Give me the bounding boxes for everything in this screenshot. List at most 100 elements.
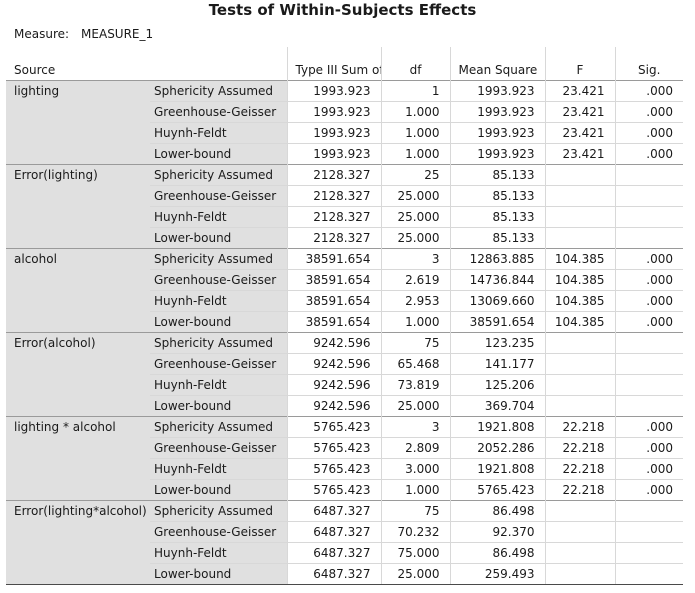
value-cell: 2128.327 [286,164,381,186]
value-cell: .000 [614,416,683,438]
table-row: Huynh-Feldt 1993.923 1.000 1993.923 23.421.0… [6,122,683,144]
source-cell: alcohol [6,248,150,333]
row-label: Lower-bound [150,479,287,501]
table-row: Lower-bound 38591.654 1.000 38591.654 104.38… [6,311,683,333]
value-cell: 2128.327 [286,227,381,249]
row-label: Huynh-Feldt [150,542,287,564]
value-cell: 75 [380,332,450,354]
table-title: Tests of Within-Subjects Effects [208,1,477,19]
value-cell: 9242.596 [286,395,381,417]
value-cell: .000 [614,479,683,501]
results-table: Source Type III Sum of SquaresdfMean Squa… [6,47,683,585]
value-cell: .000 [614,269,683,291]
value-cell: 259.493 [449,563,545,585]
row-label: Greenhouse-Geisser [150,101,287,123]
value-cell: 23.421 [544,143,615,165]
value-cell: 1993.923 [449,122,545,144]
empty-cell [614,227,683,249]
value-cell: 3.000 [380,458,450,480]
value-cell: 92.370 [449,521,545,543]
empty-cell [544,185,615,207]
value-cell: 70.232 [380,521,450,543]
value-cell: 1 [380,80,450,102]
row-label: Huynh-Feldt [150,458,287,480]
value-cell: 85.133 [449,227,545,249]
value-cell: 1.000 [380,122,450,144]
value-cell: 38591.654 [286,290,381,312]
value-cell: 3 [380,416,450,438]
value-cell: 1.000 [380,143,450,165]
value-cell: .000 [614,248,683,270]
table-row: lighting Sphericity Assumed 1993.923 1 1993.… [6,80,683,165]
empty-cell [614,374,683,396]
empty-cell [614,332,683,354]
row-label: Sphericity Assumed [150,80,287,102]
header-row: Source Type III Sum of SquaresdfMean Squa… [6,47,683,81]
table-row: Error(lighting) Sphericity Assumed 2128.32… [6,164,683,249]
value-cell: 22.218 [544,437,615,459]
row-label: Lower-bound [150,311,287,333]
value-cell: 1993.923 [286,101,381,123]
value-cell: 5765.423 [286,437,381,459]
table-row: Huynh-Feldt 2128.327 25.000 85.133 [6,206,683,228]
value-cell: .000 [614,143,683,165]
empty-cell [614,164,683,186]
value-cell: 2128.327 [286,206,381,228]
value-cell: .000 [614,311,683,333]
value-cell: 2.953 [380,290,450,312]
empty-cell [614,185,683,207]
empty-cell [544,563,615,585]
row-label: Sphericity Assumed [150,332,287,354]
value-cell: 73.819 [380,374,450,396]
row-label: Sphericity Assumed [150,500,287,522]
value-cell: 86.498 [449,542,545,564]
row-label: Sphericity Assumed [150,164,287,186]
value-cell: .000 [614,80,683,102]
value-cell: 1993.923 [449,101,545,123]
value-cell: 104.385 [544,311,615,333]
value-cell: 25.000 [380,563,450,585]
value-cell: 1993.923 [449,80,545,102]
column-header: Mean Square [449,47,545,81]
value-cell: 25 [380,164,450,186]
value-cell: 3 [380,248,450,270]
row-label: Greenhouse-Geisser [150,437,287,459]
value-cell: 1993.923 [286,143,381,165]
value-cell: 104.385 [544,269,615,291]
value-cell: 14736.844 [449,269,545,291]
value-cell: 23.421 [544,101,615,123]
table-row: Greenhouse-Geisser 6487.327 70.232 92.370 [6,521,683,543]
row-label: Lower-bound [150,143,287,165]
value-cell: .000 [614,290,683,312]
empty-cell [614,353,683,375]
value-cell: 104.385 [544,290,615,312]
empty-cell [544,353,615,375]
value-cell: 123.235 [449,332,545,354]
value-cell: 38591.654 [286,248,381,270]
value-cell: 75 [380,500,450,522]
value-cell: 5765.423 [449,479,545,501]
value-cell: .000 [614,101,683,123]
row-label: Sphericity Assumed [150,416,287,438]
source-cell: Error(lighting*alcohol) [6,500,150,585]
value-cell: .000 [614,122,683,144]
empty-cell [544,395,615,417]
value-cell: 25.000 [380,206,450,228]
table-row: Huynh-Feldt 9242.596 73.819 125.206 [6,374,683,396]
value-cell: 104.385 [544,248,615,270]
table-row: Lower-bound 6487.327 25.000 259.493 [6,563,683,585]
value-cell: 38591.654 [286,269,381,291]
empty-cell [544,542,615,564]
empty-cell [614,521,683,543]
table-row: Error(alcohol) Sphericity Assumed 9242.596… [6,332,683,417]
value-cell: 1993.923 [286,80,381,102]
empty-cell [614,500,683,522]
value-cell: 85.133 [449,164,545,186]
value-cell: 6487.327 [286,563,381,585]
value-cell: 5765.423 [286,458,381,480]
value-cell: 38591.654 [286,311,381,333]
table-row: Lower-bound 2128.327 25.000 85.133 [6,227,683,249]
measure-label: Measure: [14,27,70,41]
empty-cell [614,395,683,417]
value-cell: 25.000 [380,395,450,417]
